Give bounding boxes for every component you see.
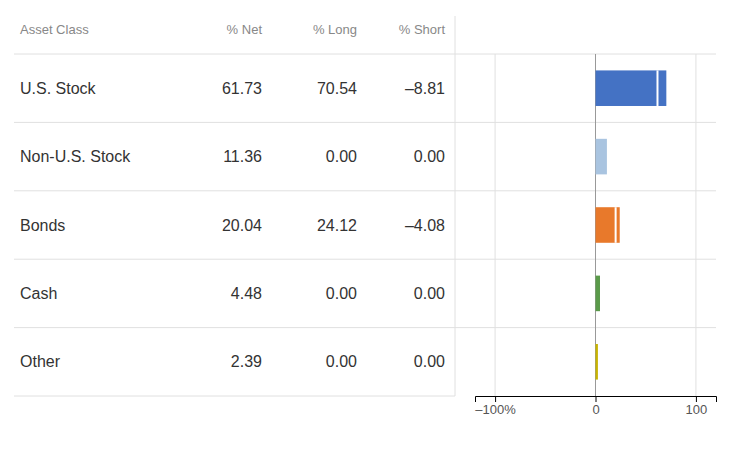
separators xyxy=(14,16,716,396)
table-value: 24.12 xyxy=(317,217,357,234)
table-value: 11.36 xyxy=(223,148,262,165)
long-bar xyxy=(596,207,620,243)
long-bar xyxy=(595,344,596,380)
x-tick-label: 0 xyxy=(592,402,599,417)
table-value: 0.00 xyxy=(414,148,445,165)
table-value: 0.00 xyxy=(326,285,357,302)
long-bar xyxy=(595,139,596,175)
column-divider xyxy=(455,16,456,396)
category-label: Non-U.S. Stock xyxy=(20,148,131,165)
row-separator xyxy=(14,54,716,55)
x-tick-mark xyxy=(596,396,597,402)
row-separator xyxy=(14,122,716,123)
net-marker xyxy=(615,207,617,243)
grid xyxy=(495,54,696,396)
x-axis-line xyxy=(476,397,717,403)
table-value: 20.04 xyxy=(222,217,262,234)
x-axis: –100% 0 100 xyxy=(475,396,716,417)
table-value: 0.00 xyxy=(326,148,357,165)
table-value: 61.73 xyxy=(222,80,262,97)
table-value: –4.08 xyxy=(405,217,445,234)
x-tick-label: 100 xyxy=(686,402,708,417)
long-bar xyxy=(596,70,667,106)
table-value: 0.00 xyxy=(414,285,445,302)
column-header: % Short xyxy=(399,22,446,37)
grid-line xyxy=(495,54,496,396)
row-separator xyxy=(14,190,716,191)
x-tick-mark xyxy=(696,396,697,402)
grid-line xyxy=(695,54,696,396)
table-value: –8.81 xyxy=(405,80,445,97)
x-tick: –100% xyxy=(475,396,516,417)
row-separator xyxy=(14,259,716,260)
column-header: % Long xyxy=(313,22,357,37)
column-header: % Net xyxy=(227,22,263,37)
bars xyxy=(596,70,667,379)
x-tick-label: –100% xyxy=(475,402,516,417)
table-value: 0.00 xyxy=(326,353,357,370)
category-label: Cash xyxy=(20,285,57,302)
chart: Asset Class % Net % Long % Short U.S. Stock 6… xyxy=(0,0,736,450)
net-bar xyxy=(596,139,607,175)
net-marker xyxy=(656,70,658,106)
table-value: 0.00 xyxy=(414,353,445,370)
row-separator xyxy=(14,396,455,397)
category-label: U.S. Stock xyxy=(20,80,97,97)
table-value: 4.48 xyxy=(231,285,262,302)
category-label: Bonds xyxy=(20,217,65,234)
column-header: Asset Class xyxy=(20,22,89,37)
table: Asset Class % Net % Long % Short U.S. Stock 6… xyxy=(20,22,445,370)
long-bar xyxy=(595,276,596,312)
net-bar xyxy=(596,276,600,312)
x-tick-mark xyxy=(495,396,496,402)
category-label: Other xyxy=(20,353,61,370)
net-bar xyxy=(596,344,598,380)
row-separator xyxy=(14,327,716,328)
table-value: 70.54 xyxy=(317,80,357,97)
x-tick: 0 xyxy=(592,396,599,417)
x-tick: 100 xyxy=(686,396,708,417)
table-value: 2.39 xyxy=(231,353,262,370)
